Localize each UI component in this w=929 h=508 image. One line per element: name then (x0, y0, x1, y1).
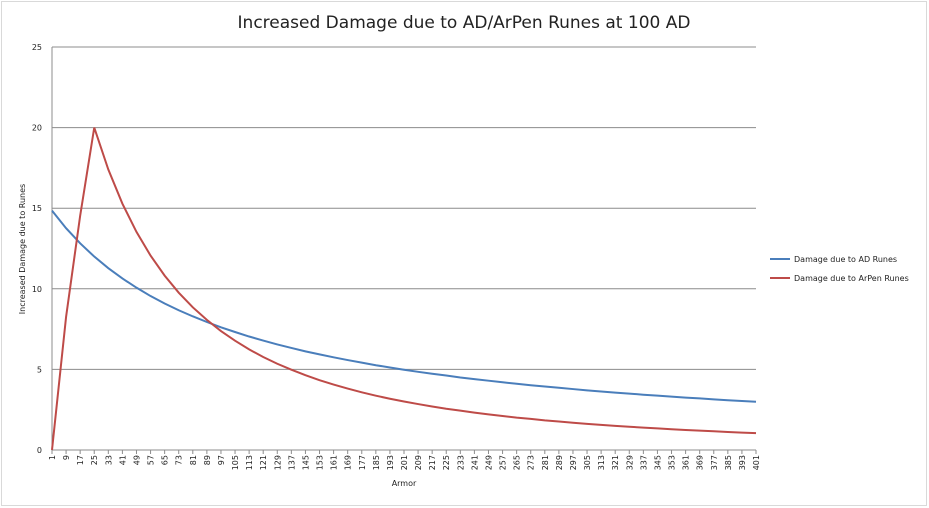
x-tick-label: 233 (456, 455, 465, 470)
line-series (51, 209, 757, 403)
x-tick-label: 185 (372, 455, 381, 470)
x-tick-label: 97 (217, 455, 226, 465)
x-tick-label: 65 (161, 455, 170, 465)
x-tick-label: 345 (653, 455, 662, 470)
x-tick-label: 209 (414, 455, 423, 470)
x-tick-label: 193 (386, 455, 395, 470)
x-tick-label: 361 (682, 455, 691, 470)
x-tick-label: 329 (625, 455, 634, 470)
x-tick-label: 337 (639, 455, 648, 470)
x-tick-label: 273 (527, 455, 536, 470)
x-tick-label: 257 (499, 455, 508, 470)
x-tick-label: 225 (442, 455, 451, 470)
x-tick-label: 89 (203, 455, 212, 465)
y-axis-label: Increased Damage due to Runes (18, 184, 27, 314)
x-tick-label: 129 (273, 455, 282, 470)
x-tick-label: 9 (62, 455, 71, 460)
x-tick-label: 161 (330, 455, 339, 470)
x-tick-label: 169 (344, 455, 353, 470)
y-tick-label: 0 (37, 446, 42, 455)
x-tick-label: 33 (104, 455, 113, 465)
legend-label: Damage due to AD Runes (794, 255, 897, 264)
x-tick-label: 145 (301, 455, 310, 470)
y-tick-label: 10 (32, 285, 42, 294)
x-tick-label: 313 (597, 455, 606, 470)
x-tick-label: 401 (752, 455, 761, 470)
x-tick-label: 217 (428, 455, 437, 470)
x-tick-label: 241 (470, 455, 479, 470)
x-tick-label: 105 (231, 455, 240, 470)
x-tick-label: 265 (513, 455, 522, 470)
x-tick-label: 393 (738, 455, 747, 470)
x-tick-label: 41 (118, 455, 127, 465)
chart-title: Increased Damage due to AD/ArPen Runes a… (238, 13, 691, 33)
y-tick-label: 15 (32, 204, 42, 213)
y-tick-label: 5 (37, 365, 42, 374)
x-tick-label: 113 (245, 455, 254, 470)
x-tick-label: 249 (484, 455, 493, 470)
x-tick-label: 369 (696, 455, 705, 470)
x-tick-label: 137 (287, 455, 296, 470)
x-tick-label: 281 (541, 455, 550, 470)
x-tick-label: 153 (316, 455, 325, 470)
x-axis-label: Armor (392, 479, 417, 488)
x-tick-label: 385 (724, 455, 733, 470)
y-tick-label: 20 (32, 124, 42, 133)
x-tick-label: 57 (147, 455, 156, 465)
y-tick-label: 25 (32, 43, 42, 52)
legend-label: Damage due to ArPen Runes (794, 274, 909, 283)
x-tick-label: 353 (668, 455, 677, 470)
x-tick-label: 49 (132, 455, 141, 465)
x-tick-label: 377 (710, 455, 719, 470)
x-tick-label: 17 (76, 455, 85, 465)
x-tick-label: 73 (175, 455, 184, 465)
x-tick-label: 25 (90, 455, 99, 465)
x-tick-label: 177 (358, 455, 367, 470)
x-tick-label: 121 (259, 455, 268, 470)
x-tick-label: 201 (400, 455, 409, 470)
x-tick-label: 81 (189, 455, 198, 465)
x-tick-label: 321 (611, 455, 620, 470)
x-tick-label: 1 (48, 455, 57, 460)
x-tick-label: 297 (569, 455, 578, 470)
x-tick-label: 289 (555, 455, 564, 470)
x-tick-label: 305 (583, 455, 592, 470)
line-series (51, 127, 757, 451)
